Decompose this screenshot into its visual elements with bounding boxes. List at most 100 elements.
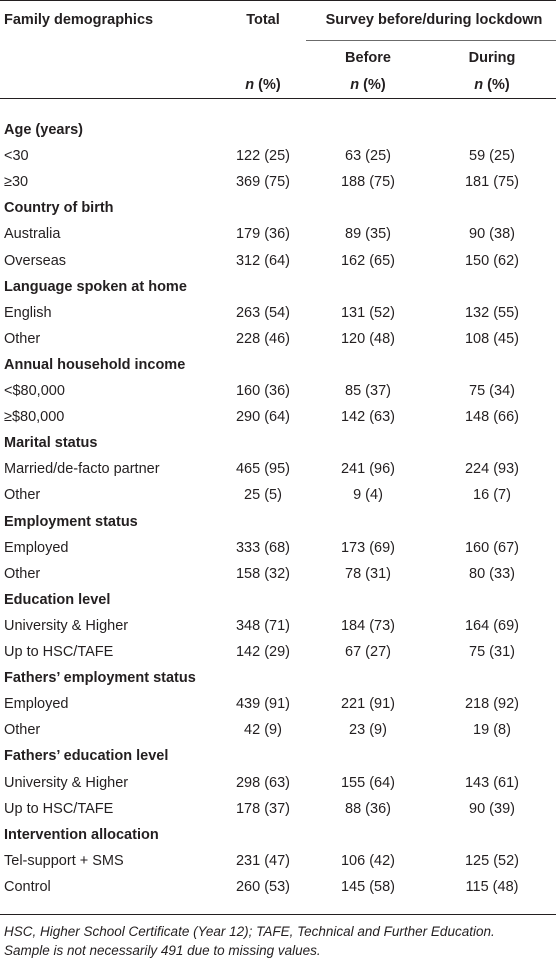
- row-label: Employed: [4, 696, 69, 712]
- cell-during: 16 (7): [473, 487, 511, 503]
- row-label: ≥$80,000: [4, 409, 65, 425]
- cell-total: 179 (36): [235, 226, 290, 242]
- group-heading: Fathers’ employment status: [4, 670, 196, 686]
- cell-before: 9 (4): [353, 487, 383, 503]
- group-heading: Fathers’ education level: [4, 748, 169, 764]
- cell-before: 241 (96): [340, 461, 395, 477]
- group-heading: Marital status: [4, 435, 98, 451]
- row-label: Other: [4, 566, 41, 582]
- cell-before: 88 (36): [345, 801, 391, 817]
- n-label: n: [474, 77, 484, 93]
- cell-during: 59 (25): [469, 148, 515, 164]
- header-n-pct-before: n (%): [320, 75, 416, 95]
- cell-during: 115 (48): [465, 879, 519, 895]
- row-label: Control: [4, 879, 51, 895]
- footnote-line-1: HSC, Higher School Certificate (Year 12)…: [4, 924, 495, 939]
- n-label: n: [350, 77, 360, 93]
- row-label: <$80,000: [4, 383, 65, 399]
- row-label: Australia: [4, 226, 61, 242]
- cell-during: 80 (33): [469, 566, 515, 582]
- cell-before: 184 (73): [340, 618, 395, 634]
- cell-before: 78 (31): [345, 566, 391, 582]
- group-heading: Language spoken at home: [4, 279, 187, 295]
- header-subrule: [306, 40, 556, 41]
- row-label: Tel-support + SMS: [4, 853, 124, 869]
- row-label: Up to HSC/TAFE: [4, 644, 114, 660]
- cell-during: 218 (92): [464, 696, 519, 712]
- table-top-rule: [0, 0, 556, 1]
- cell-during: 75 (34): [469, 383, 515, 399]
- cell-total: 160 (36): [235, 383, 290, 399]
- cell-total: 158 (32): [235, 566, 290, 582]
- cell-during: 148 (66): [464, 409, 519, 425]
- header-family-demographics: Family demographics: [4, 12, 154, 28]
- cell-during: 164 (69): [464, 618, 519, 634]
- cell-before: 106 (42): [340, 853, 395, 869]
- cell-total: 290 (64): [235, 409, 290, 425]
- group-heading: Country of birth: [4, 200, 114, 216]
- cell-during: 143 (61): [464, 775, 519, 791]
- footnote-line-2: Sample is not necessarily 491 due to mis…: [4, 943, 321, 958]
- row-label: Married/de-facto partner: [4, 461, 160, 477]
- cell-total: 178 (37): [235, 801, 290, 817]
- cell-total: 465 (95): [235, 461, 290, 477]
- header-survey: Survey before/during lockdown: [325, 12, 543, 28]
- header-n-pct-during: n (%): [440, 75, 544, 95]
- cell-before: 67 (27): [345, 644, 391, 660]
- cell-during: 90 (39): [469, 801, 515, 817]
- cell-total: 333 (68): [235, 540, 290, 556]
- table-bottom-rule: [0, 914, 556, 915]
- row-label: University & Higher: [4, 618, 129, 634]
- cell-total: 260 (53): [235, 879, 290, 895]
- cell-during: 19 (8): [473, 722, 511, 738]
- group-heading: Education level: [4, 592, 111, 608]
- cell-total: 122 (25): [235, 148, 290, 164]
- header-n-pct-total: n (%): [218, 75, 308, 95]
- cell-total: 228 (46): [235, 331, 290, 347]
- row-label: ≥30: [4, 174, 29, 190]
- cell-before: 145 (58): [340, 879, 395, 895]
- cell-during: 181 (75): [464, 174, 519, 190]
- group-heading: Age (years): [4, 122, 83, 138]
- group-heading: Annual household income: [4, 357, 186, 373]
- row-label: Overseas: [4, 253, 67, 269]
- cell-before: 131 (52): [340, 305, 395, 321]
- cell-before: 120 (48): [340, 331, 395, 347]
- cell-before: 85 (37): [345, 383, 391, 399]
- cell-during: 90 (38): [469, 226, 515, 242]
- pct-label: (%): [359, 77, 386, 93]
- cell-total: 348 (71): [235, 618, 290, 634]
- cell-total: 263 (54): [235, 305, 290, 321]
- pct-label: (%): [254, 77, 281, 93]
- cell-before: 23 (9): [349, 722, 387, 738]
- header-during: During: [468, 50, 516, 66]
- n-label: n: [245, 77, 255, 93]
- row-label: <30: [4, 148, 29, 164]
- cell-before: 162 (65): [340, 253, 395, 269]
- row-label: Up to HSC/TAFE: [4, 801, 114, 817]
- row-label: English: [4, 305, 52, 321]
- row-label: Other: [4, 487, 41, 503]
- group-heading: Intervention allocation: [4, 827, 159, 843]
- header-bottom-rule: [0, 98, 556, 99]
- cell-during: 75 (31): [469, 644, 515, 660]
- cell-total: 369 (75): [235, 174, 290, 190]
- cell-total: 42 (9): [244, 722, 282, 738]
- cell-during: 108 (45): [464, 331, 519, 347]
- footnote: HSC, Higher School Certificate (Year 12)…: [4, 922, 554, 960]
- cell-before: 142 (63): [340, 409, 395, 425]
- cell-before: 89 (35): [345, 226, 391, 242]
- cell-total: 439 (91): [235, 696, 290, 712]
- cell-before: 155 (64): [340, 775, 395, 791]
- cell-before: 188 (75): [340, 174, 395, 190]
- cell-total: 312 (64): [235, 253, 290, 269]
- cell-before: 221 (91): [340, 696, 395, 712]
- cell-during: 224 (93): [464, 461, 519, 477]
- cell-during: 160 (67): [464, 540, 519, 556]
- row-label: Other: [4, 722, 41, 738]
- group-heading: Employment status: [4, 514, 138, 530]
- cell-before: 63 (25): [345, 148, 391, 164]
- cell-total: 25 (5): [244, 487, 282, 503]
- cell-during: 150 (62): [464, 253, 519, 269]
- row-label: Other: [4, 331, 41, 347]
